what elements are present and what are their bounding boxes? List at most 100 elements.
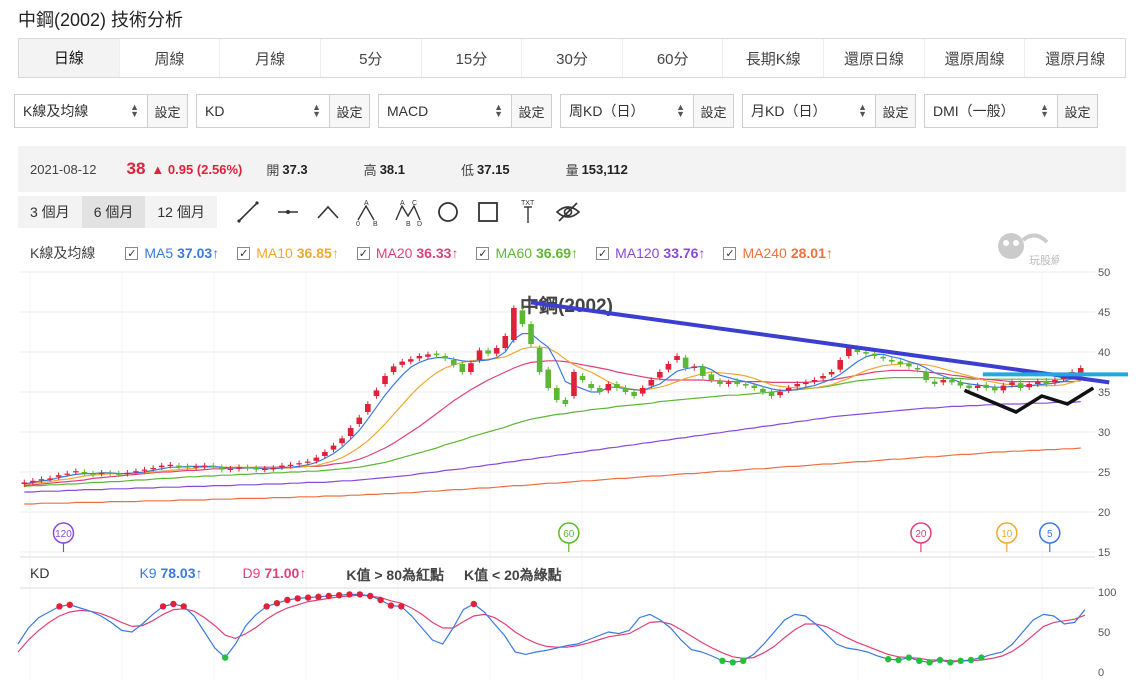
kd-legend: KD K9 78.03↑ D9 71.00↑ K值 > 80為紅點 K值 < 20為綠點 xyxy=(30,565,582,585)
up-arrow-icon: ↑ xyxy=(451,245,459,261)
candle-body xyxy=(682,357,689,368)
indicator-select[interactable]: 月KD（日） ▲ ▼ xyxy=(743,95,875,127)
svg-text:B: B xyxy=(373,221,378,226)
horizontal-line-icon[interactable] xyxy=(274,198,302,226)
ma20-line xyxy=(24,360,1081,487)
candle-body xyxy=(382,376,388,384)
tab-6[interactable]: 60分 xyxy=(623,39,724,77)
candle-body xyxy=(665,364,672,370)
candle-body xyxy=(322,452,328,456)
candle-body xyxy=(648,380,655,386)
indicator-select-value: K線及均線 xyxy=(23,103,89,119)
candle-body xyxy=(631,392,637,396)
indicator-select[interactable]: 周KD（日） ▲ ▼ xyxy=(561,95,693,127)
select-arrow-icon: ▲ ▼ xyxy=(312,102,321,119)
open-value: 37.3 xyxy=(282,161,308,177)
k-green-dot xyxy=(967,656,975,664)
checkbox-icon[interactable]: ✓ xyxy=(476,246,490,260)
tab-5[interactable]: 30分 xyxy=(522,39,623,77)
tab-9[interactable]: 還原周線 xyxy=(925,39,1026,77)
candle-body xyxy=(811,380,818,382)
candle-body xyxy=(150,468,156,470)
settings-button[interactable]: 設定 xyxy=(329,95,369,127)
candle-body xyxy=(734,380,740,384)
candle-body xyxy=(476,350,483,360)
kd-title: KD xyxy=(30,565,50,581)
checkbox-icon[interactable]: ✓ xyxy=(237,246,251,260)
indicator-select[interactable]: DMI（一般） ▲ ▼ xyxy=(925,95,1057,127)
ma-legend-item[interactable]: ✓ MA20 36.33 ↑ xyxy=(356,245,459,261)
candle-body xyxy=(536,348,543,372)
candle-body xyxy=(1009,382,1015,385)
candle-body xyxy=(863,352,869,354)
candle-body xyxy=(158,465,165,468)
checkbox-icon[interactable]: ✓ xyxy=(723,246,737,260)
indicator-select[interactable]: KD ▲ ▼ xyxy=(197,95,329,127)
angle-icon[interactable] xyxy=(314,198,342,226)
ma-legend-item[interactable]: ✓ MA60 36.69 ↑ xyxy=(476,245,578,261)
candle-body xyxy=(64,473,71,475)
indicator-select[interactable]: MACD ▲ ▼ xyxy=(379,95,511,127)
selector-group-1: KD ▲ ▼ 設定 xyxy=(196,94,370,128)
period-button-0[interactable]: 3 個月 xyxy=(30,204,70,220)
tab-0[interactable]: 日線 xyxy=(19,39,120,77)
rectangle-icon[interactable] xyxy=(474,198,502,226)
text-icon[interactable]: TXT xyxy=(514,198,542,226)
up-arrow-icon: ↑ xyxy=(299,565,307,581)
line-tool-icon[interactable] xyxy=(234,198,262,226)
candle-body xyxy=(47,478,53,480)
period-button-2[interactable]: 12 個月 xyxy=(157,204,205,220)
k-red-dot xyxy=(377,596,384,604)
ma-value: 37.03 xyxy=(177,245,213,261)
period-button-1[interactable]: 6 個月 xyxy=(81,196,146,228)
candle-body xyxy=(880,356,886,359)
up-arrow-icon: ↑ xyxy=(698,245,706,261)
selector-group-5: DMI（一般） ▲ ▼ 設定 xyxy=(924,94,1098,128)
tab-8[interactable]: 還原日線 xyxy=(824,39,925,77)
candle-body xyxy=(657,372,663,378)
checkbox-icon[interactable]: ✓ xyxy=(596,246,610,260)
k-red-dot xyxy=(284,596,291,604)
high-value: 38.1 xyxy=(379,161,405,177)
settings-button[interactable]: 設定 xyxy=(511,95,551,127)
circle-icon[interactable] xyxy=(434,198,462,226)
kd-legend-k9: K9 78.03↑ xyxy=(139,565,202,585)
settings-button[interactable]: 設定 xyxy=(147,95,187,127)
candle-body xyxy=(167,464,174,466)
ma-value: 33.76 xyxy=(663,245,699,261)
ma-legend-item[interactable]: ✓ MA240 28.01 ↑ xyxy=(723,245,833,261)
settings-button[interactable]: 設定 xyxy=(693,95,733,127)
tab-2[interactable]: 月線 xyxy=(220,39,321,77)
candle-body xyxy=(201,465,208,467)
ma-legend-item[interactable]: ✓ MA120 33.76 ↑ xyxy=(596,245,705,261)
ma-legend-item[interactable]: ✓ MA5 37.03 ↑ xyxy=(125,245,219,261)
candle-body xyxy=(330,445,337,450)
k-red-dot xyxy=(180,603,187,610)
candle-body xyxy=(193,466,199,468)
tab-4[interactable]: 15分 xyxy=(422,39,523,77)
checkbox-icon[interactable]: ✓ xyxy=(125,246,139,260)
ma-value: 28.01 xyxy=(790,245,826,261)
ma120-line xyxy=(24,401,1081,493)
indicator-select[interactable]: K線及均線 ▲ ▼ xyxy=(15,95,147,127)
tab-3[interactable]: 5分 xyxy=(321,39,422,77)
tab-1[interactable]: 周線 xyxy=(120,39,221,77)
candle-body xyxy=(1017,383,1024,388)
settings-button[interactable]: 設定 xyxy=(875,95,915,127)
k-red-dot xyxy=(325,592,332,600)
tab-10[interactable]: 還原月線 xyxy=(1045,50,1106,68)
indicator-select-value: DMI（一般） xyxy=(933,103,1015,119)
abc-pattern-icon[interactable]: A 0 B xyxy=(354,198,382,226)
ma-marker xyxy=(996,522,1018,544)
settings-button[interactable]: 設定 xyxy=(1057,95,1097,127)
candle-body xyxy=(751,385,758,388)
checkbox-icon[interactable]: ✓ xyxy=(356,246,370,260)
volume-value: 153,112 xyxy=(581,161,628,177)
hide-icon[interactable] xyxy=(554,198,582,226)
select-arrow-icon: ▲ ▼ xyxy=(130,102,139,119)
candle-body xyxy=(803,382,809,384)
tab-7[interactable]: 長期K線 xyxy=(723,39,825,77)
candle-body xyxy=(493,348,500,354)
ma-legend-item[interactable]: ✓ MA10 36.85 ↑ xyxy=(237,245,339,261)
